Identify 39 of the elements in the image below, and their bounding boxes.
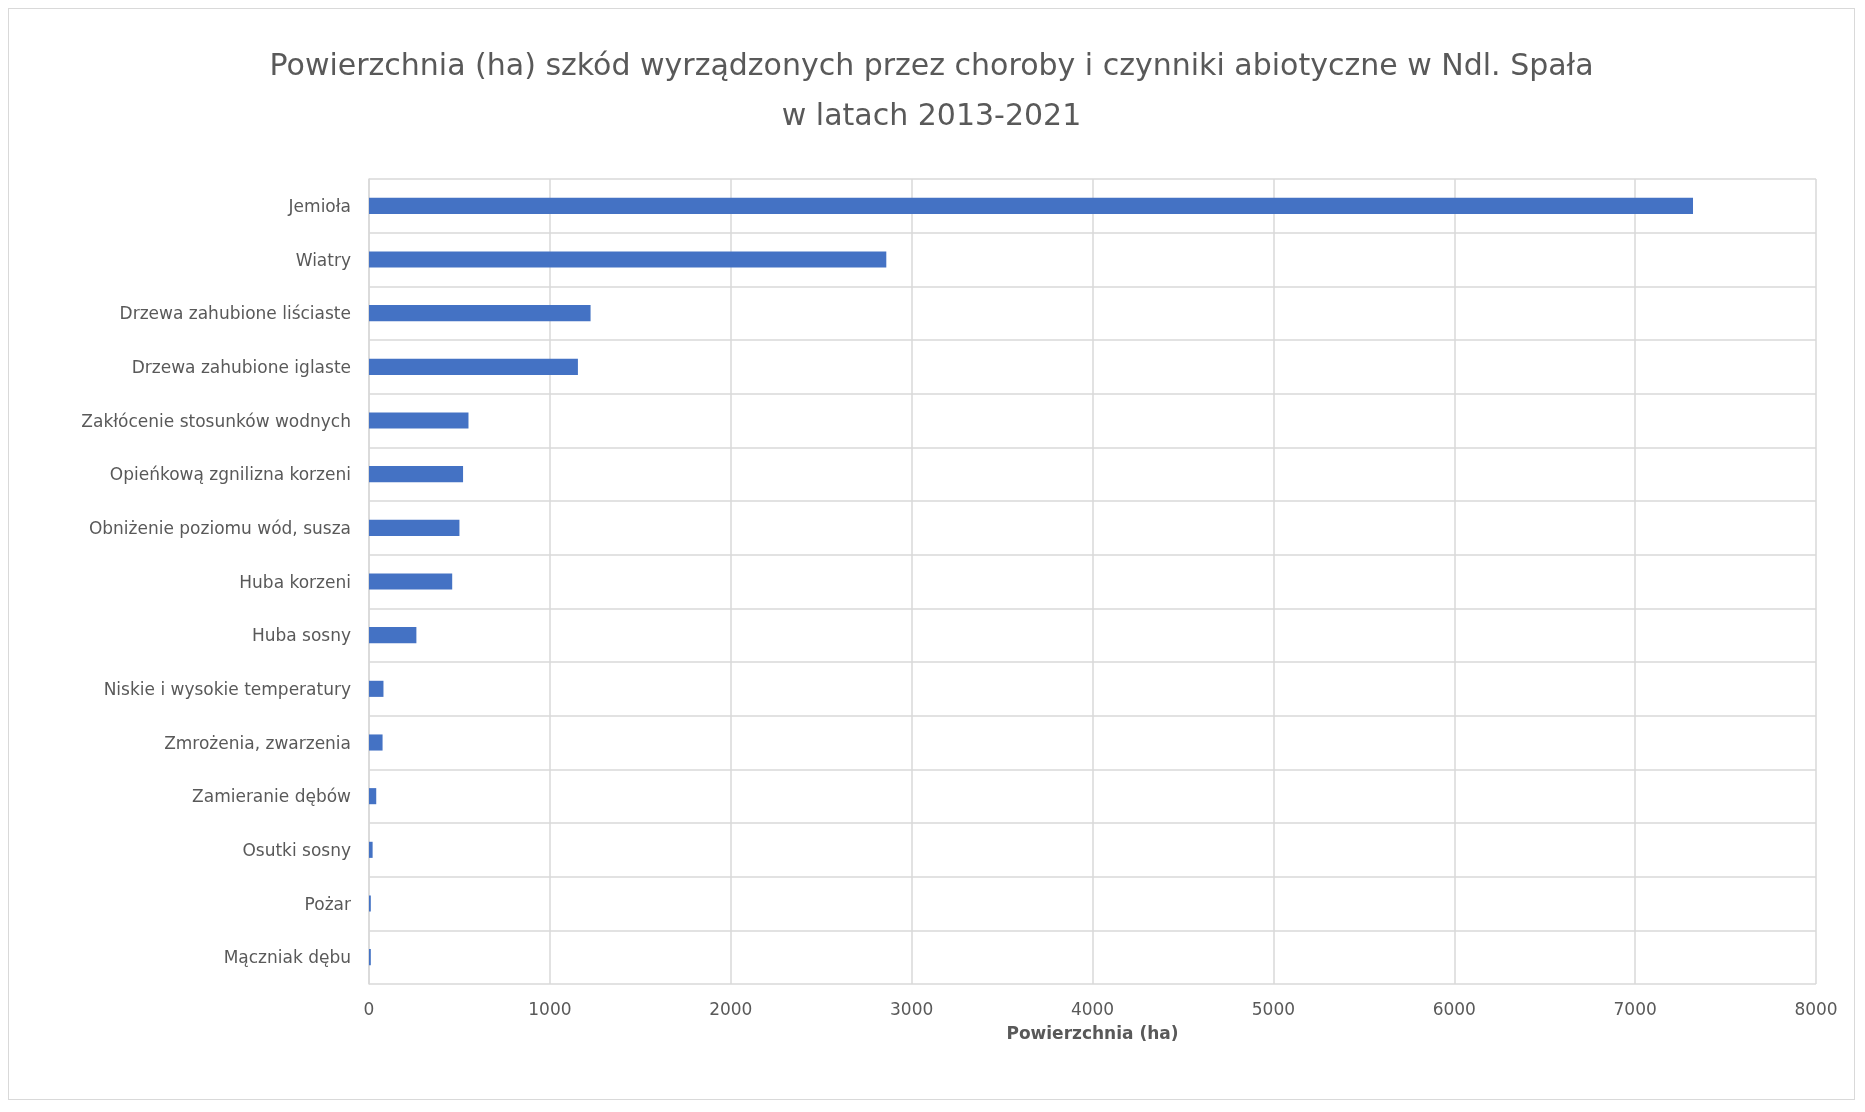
bar	[369, 358, 578, 375]
x-tick-label: 8000	[1794, 998, 1838, 1019]
x-tick-label: 0	[363, 998, 375, 1019]
y-tick-label: Obniżenie poziomu wód, susza	[88, 517, 351, 538]
bar	[369, 627, 417, 644]
bar	[369, 466, 464, 483]
y-tick-label: Drzewa zahubione liściaste	[119, 303, 351, 324]
y-tick-label: Jemioła	[287, 195, 351, 216]
bar	[369, 573, 453, 590]
y-tick-label: Pożar	[304, 893, 351, 914]
y-tick-label: Huba sosny	[251, 625, 351, 646]
bar	[369, 680, 384, 697]
chart-title: Powierzchnia (ha) szkód wyrządzonych przez choroby i czynniki abiotyczne w Ndl. Spała w latach 2013-2021	[269, 46, 1594, 132]
y-tick-label: Huba korzeni	[239, 571, 351, 592]
y-tick-label: Zmrożenia, zwarzenia	[164, 732, 351, 753]
y-tick-label: Zamieranie dębów	[192, 786, 352, 807]
y-tick-label: Mączniak dębu	[223, 947, 351, 968]
y-tick-label: Niskie i wysokie temperatury	[103, 678, 351, 699]
y-tick-label: Osutki sosny	[242, 839, 351, 860]
x-tick-label: 4000	[1070, 998, 1115, 1019]
bar	[369, 841, 373, 858]
y-tick-label: Drzewa zahubione iglaste	[131, 356, 351, 377]
bar	[369, 412, 469, 429]
x-tick-label: 3000	[889, 998, 934, 1019]
bar	[369, 305, 591, 322]
bar	[369, 519, 460, 536]
bar	[369, 197, 1694, 214]
x-tick-label: 7000	[1613, 998, 1657, 1019]
bar	[369, 734, 383, 751]
y-tick-label: Zakłócenie stosunków wodnych	[81, 410, 351, 431]
y-tick-label: Wiatry	[295, 249, 351, 270]
x-tick-label: 6000	[1432, 998, 1476, 1019]
x-tick-label: 1000	[528, 998, 572, 1019]
y-tick-label: Opieńkową zgnilizna korzeni	[109, 464, 351, 485]
bar	[369, 251, 887, 268]
x-axis-title: Powierzchnia (ha)	[1006, 1022, 1179, 1043]
bar	[369, 788, 377, 805]
x-tick-label: 2000	[709, 998, 753, 1019]
x-tick-label: 5000	[1251, 998, 1296, 1019]
